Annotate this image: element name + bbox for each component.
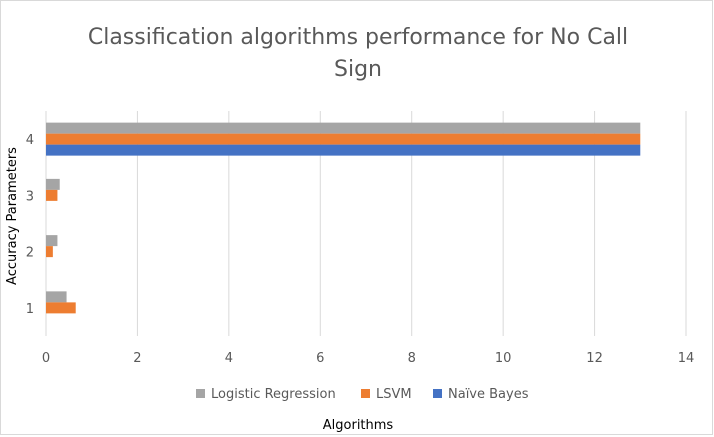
x-tick-labels: 0 2 4 6 8 10 12 14	[42, 351, 694, 366]
x-axis-title: Algorithms	[323, 418, 394, 433]
y-axis-title: Accuracy Parameters	[5, 147, 20, 285]
y-tick-label-2: 2	[26, 246, 34, 261]
legend-swatch-na-ve-bayes	[433, 389, 442, 398]
bars	[46, 122, 641, 314]
legend: Logistic Regression LSVM Naïve Bayes	[196, 387, 529, 402]
bar-lsvm-2	[46, 246, 53, 258]
legend-swatch-lsvm	[361, 389, 370, 398]
y-tick-labels: 1 2 3 4	[26, 133, 34, 317]
x-tick-label-1: 2	[133, 351, 141, 366]
x-tick-label-3: 6	[316, 351, 324, 366]
bar-logistic-regression-3	[46, 178, 60, 190]
legend-swatch-logistic-regression	[196, 389, 205, 398]
bar-lsvm-4	[46, 133, 641, 145]
x-tick-label-5: 10	[495, 351, 512, 366]
y-tick-label-3: 3	[26, 189, 34, 204]
bar-na-ve-bayes-4	[46, 144, 641, 156]
x-tick-label-0: 0	[42, 351, 50, 366]
bar-logistic-regression-2	[46, 235, 58, 247]
bar-lsvm-1	[46, 302, 76, 314]
bar-lsvm-3	[46, 189, 58, 201]
bar-logistic-regression-1	[46, 291, 67, 303]
legend-label-logistic-regression: Logistic Regression	[211, 387, 336, 402]
y-tick-label-4: 4	[26, 133, 34, 148]
x-tick-label-6: 12	[586, 351, 603, 366]
legend-label-lsvm: LSVM	[376, 387, 412, 402]
x-tick-label-7: 14	[678, 351, 695, 366]
chart-title-line-1: Classification algorithms performance fo…	[88, 25, 628, 50]
x-tick-label-2: 4	[225, 351, 233, 366]
chart-title-line-2: Sign	[334, 57, 382, 82]
x-tick-label-4: 8	[408, 351, 416, 366]
y-tick-label-1: 1	[26, 302, 34, 317]
bar-logistic-regression-4	[46, 122, 641, 134]
legend-label-na-ve-bayes: Naïve Bayes	[448, 387, 529, 402]
